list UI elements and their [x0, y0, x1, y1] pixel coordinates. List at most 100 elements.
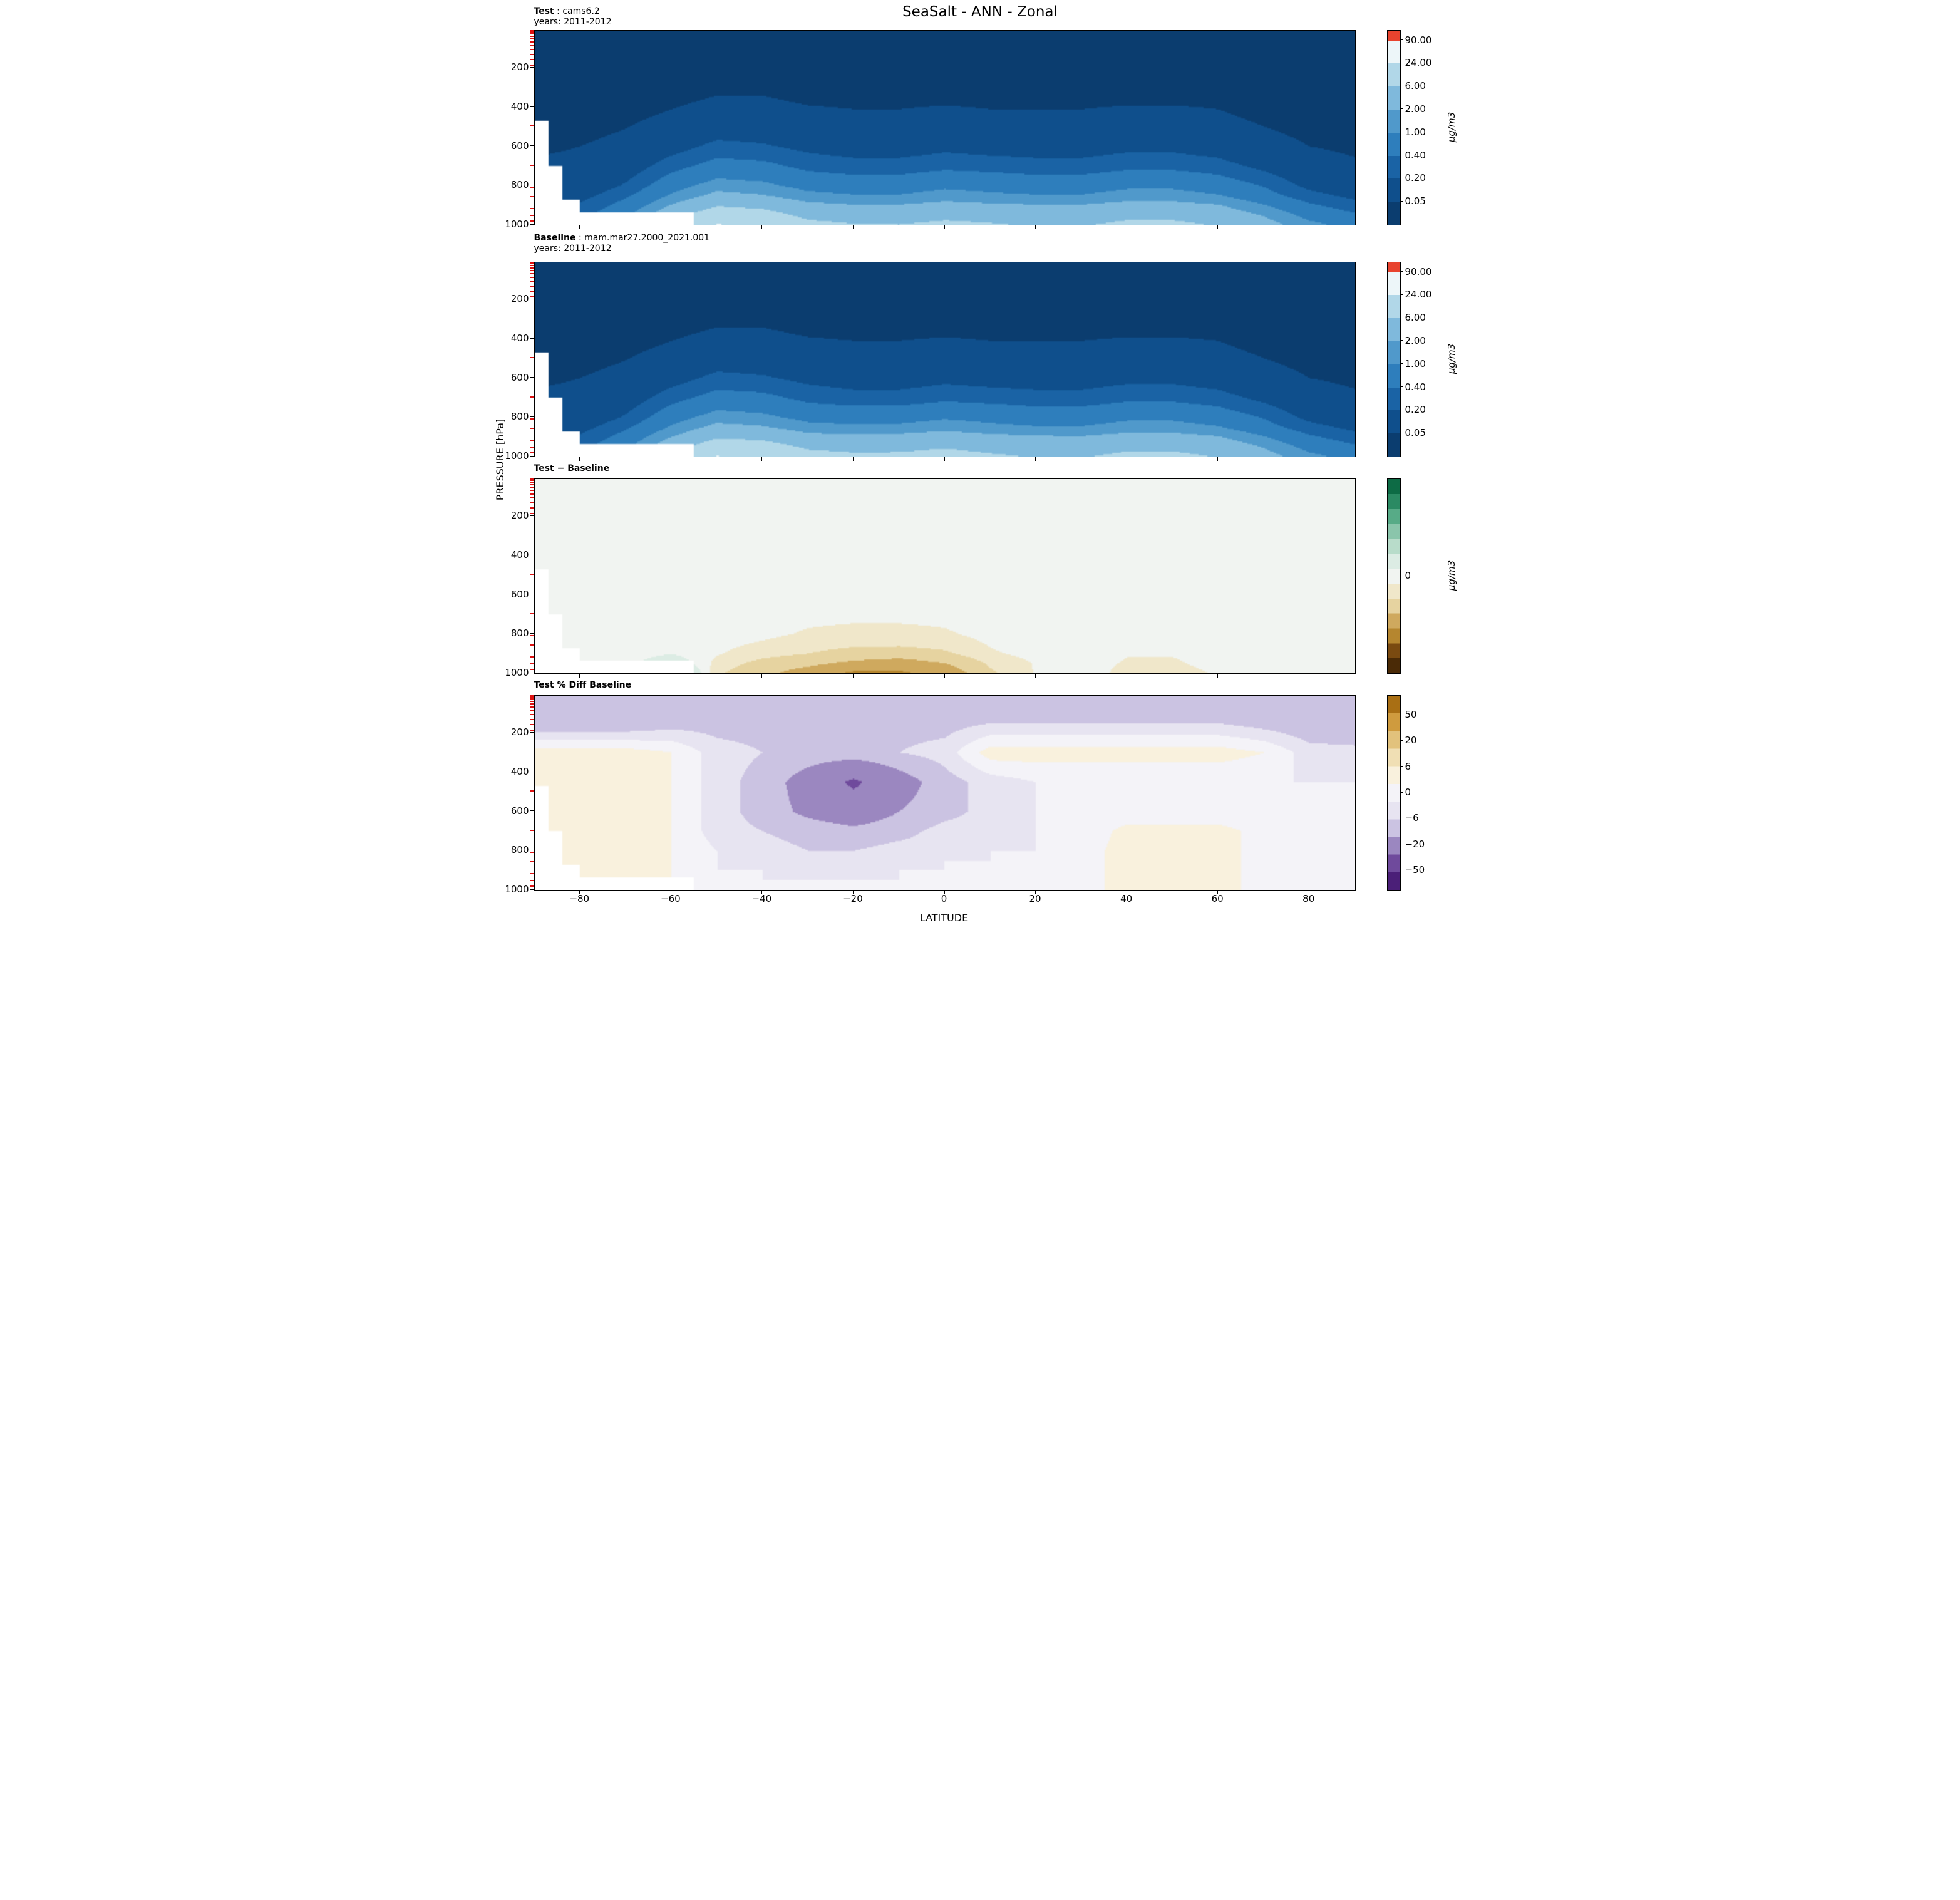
x-tick — [579, 457, 580, 461]
y-tick — [529, 377, 534, 378]
colorbar-segment — [1387, 433, 1400, 457]
x-tick — [579, 890, 580, 894]
panel-header-rest: : cams6.2 — [554, 6, 600, 16]
red-minor-tick — [529, 502, 534, 504]
red-minor-tick — [529, 36, 534, 38]
red-minor-tick — [529, 830, 534, 832]
colorbar-tick-label: 6.00 — [1405, 80, 1426, 92]
colorbar-tick — [1400, 740, 1403, 741]
x-tick — [761, 457, 763, 461]
colorbar-tick-label: 50 — [1405, 709, 1417, 720]
colorbar-tick-label: 90.00 — [1405, 266, 1432, 277]
colorbar-diff — [1386, 478, 1401, 674]
red-minor-tick — [529, 710, 534, 712]
x-tick — [1217, 673, 1219, 678]
red-minor-tick — [529, 478, 534, 480]
x-tick — [944, 673, 945, 678]
y-tick — [529, 889, 534, 890]
panel-header-bold: Test — [534, 6, 554, 16]
colorbar-segment — [1387, 178, 1400, 202]
panel-header-pct-diff: Test % Diff Baseline — [534, 680, 1470, 691]
red-minor-tick — [529, 861, 534, 863]
x-tick — [852, 225, 854, 229]
colorbar-tick-label: 0.20 — [1405, 404, 1426, 416]
y-tick — [529, 731, 534, 733]
colorbar-tick — [1400, 363, 1403, 364]
red-minor-tick — [529, 54, 534, 56]
red-minor-tick — [529, 493, 534, 495]
colorbar-tick-label: 0.40 — [1405, 149, 1426, 161]
red-minor-tick — [529, 220, 534, 222]
x-tick — [944, 890, 945, 894]
colorbar-tick-label: 0.40 — [1405, 381, 1426, 393]
x-tick — [852, 890, 854, 894]
colorbar-tick — [1400, 766, 1403, 767]
plot-area-test — [534, 30, 1356, 225]
red-minor-tick — [529, 490, 534, 492]
x-tick — [1035, 225, 1036, 229]
colorbar-tick-label: 6 — [1405, 760, 1411, 772]
colorbar-segment — [1387, 364, 1400, 388]
red-minor-tick — [529, 730, 534, 731]
y-tick-label: 200 — [510, 510, 529, 522]
y-tick — [529, 455, 534, 457]
x-tick-label: 40 — [1120, 893, 1133, 904]
y-tick-label: 600 — [510, 588, 529, 600]
colorbar-segment — [1387, 262, 1400, 272]
y-tick-label: 200 — [510, 61, 529, 73]
red-minor-tick — [529, 439, 534, 441]
colorbar-tick — [1400, 792, 1403, 793]
x-tick — [1217, 225, 1219, 229]
y-tick-label: 1000 — [505, 219, 529, 230]
plot-area-baseline — [534, 262, 1356, 457]
red-minor-tick — [529, 396, 534, 398]
red-minor-tick — [529, 698, 534, 700]
figure: SeaSalt - ANN - Zonal PRESSURE [hPa] Tes… — [490, 0, 1470, 950]
plot-area-diff — [534, 478, 1356, 674]
y-tick-label: 800 — [510, 627, 529, 639]
panel-subheader: years: 2011-2012 — [534, 17, 612, 27]
plot-row-baseline: μg/m3 200 400 600 800 1000 90.00 24.00 6.00 2.00… — [490, 261, 1470, 462]
colorbar-tick — [1400, 271, 1403, 272]
red-minor-tick — [529, 428, 534, 430]
panel-baseline: Baseline : mam.mar27.2000_2021.001 years… — [490, 233, 1470, 462]
red-minor-tick — [529, 165, 534, 167]
y-tick — [529, 632, 534, 634]
red-minor-tick — [529, 277, 534, 279]
red-minor-tick — [529, 574, 534, 576]
red-minor-tick — [529, 273, 534, 275]
red-minor-tick — [529, 33, 534, 35]
red-minor-tick — [529, 613, 534, 615]
y-tick-label: 800 — [510, 179, 529, 191]
panel-header-diff: Test − Baseline — [534, 463, 1470, 474]
red-minor-tick — [529, 669, 534, 671]
x-tick-label: −40 — [751, 893, 772, 904]
colorbar-segment — [1387, 132, 1400, 156]
colorbar-tick-label: 0 — [1405, 570, 1411, 581]
colorbar-tick-label: 24.00 — [1405, 57, 1432, 69]
colorbar-tick-label: 20 — [1405, 735, 1417, 746]
red-minor-tick — [529, 872, 534, 874]
plot-row-pct-diff: 200 400 600 800 1000 50 20 6 0 −6 −20 −50 — [490, 694, 1470, 895]
x-tick — [1035, 457, 1036, 461]
contour-canvas-diff — [534, 479, 1355, 673]
red-minor-tick — [529, 45, 534, 47]
x-tick-label: 20 — [1029, 893, 1041, 904]
y-tick-label: 800 — [510, 411, 529, 423]
colorbar-segment — [1387, 341, 1400, 364]
red-minor-tick — [529, 58, 534, 60]
y-tick-label: 200 — [510, 293, 529, 305]
figure-title: SeaSalt - ANN - Zonal — [902, 4, 1058, 20]
red-minor-tick — [529, 290, 534, 292]
x-tick — [852, 673, 854, 678]
x-tick — [579, 225, 580, 229]
y-tick-label: 200 — [510, 726, 529, 738]
y-tick — [529, 66, 534, 68]
x-tick-label: 80 — [1302, 893, 1315, 904]
x-tick — [1035, 890, 1036, 894]
red-minor-tick — [529, 286, 534, 287]
red-minor-tick — [529, 418, 534, 420]
red-minor-tick — [529, 656, 534, 658]
colorbar-segment — [1387, 318, 1400, 341]
colorbar-tick-label: 0.05 — [1405, 195, 1426, 207]
